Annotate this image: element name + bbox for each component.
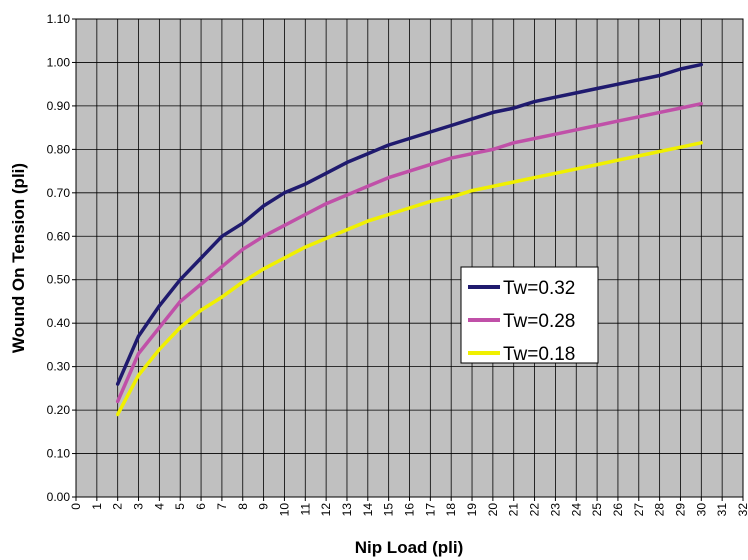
x-tick-label: 5 bbox=[173, 503, 187, 510]
x-tick-label: 29 bbox=[673, 503, 687, 517]
y-tick-label: 0.30 bbox=[47, 360, 71, 374]
x-tick-label: 26 bbox=[611, 503, 625, 517]
series-lines bbox=[115, 62, 704, 417]
y-tick-label: 0.60 bbox=[47, 229, 71, 243]
x-tick-label: 21 bbox=[507, 503, 521, 517]
x-tick-label: 6 bbox=[194, 503, 208, 510]
x-tick-label: 25 bbox=[590, 503, 604, 517]
y-tick-label: 0.90 bbox=[47, 99, 71, 113]
x-tick-label: 8 bbox=[236, 503, 250, 510]
x-tick-label: 31 bbox=[715, 503, 729, 517]
y-axis-ticks: 0.00 0.10 0.20 0.30 0.40 0.50 0.60 0.70 0.80 0.90… bbox=[47, 12, 76, 504]
legend-box bbox=[460, 266, 599, 364]
x-tick-label: 32 bbox=[736, 503, 748, 517]
y-tick-label: 0.50 bbox=[47, 273, 71, 287]
x-tick-label: 12 bbox=[319, 503, 333, 517]
x-tick-label: 1 bbox=[90, 503, 104, 510]
y-tick-label: 0.20 bbox=[47, 403, 71, 417]
series-line-3 bbox=[115, 141, 704, 417]
x-tick-label: 10 bbox=[277, 503, 291, 517]
x-tick-label: 22 bbox=[528, 503, 542, 517]
series-line-2 bbox=[115, 101, 704, 404]
x-tick-label: 3 bbox=[132, 503, 146, 510]
y-tick-label: 0.80 bbox=[47, 142, 71, 156]
x-tick-label: 15 bbox=[382, 503, 396, 517]
y-tick-label: 0.70 bbox=[47, 186, 71, 200]
series-line-1 bbox=[115, 62, 704, 386]
legend: Tw=0.32 Tw=0.28 Tw=0.18 bbox=[460, 266, 599, 365]
x-tick-label: 23 bbox=[548, 503, 562, 517]
y-axis-title: Wound On Tension (pli) bbox=[9, 163, 28, 353]
x-tick-label: 4 bbox=[152, 503, 166, 510]
x-tick-label: 9 bbox=[257, 503, 271, 510]
x-tick-label: 20 bbox=[486, 503, 500, 517]
x-tick-label: 0 bbox=[69, 503, 83, 510]
x-tick-label: 19 bbox=[465, 503, 479, 517]
x-tick-label: 24 bbox=[569, 503, 583, 517]
x-tick-label: 7 bbox=[215, 503, 229, 510]
x-tick-label: 30 bbox=[694, 503, 708, 517]
x-tick-label: 11 bbox=[298, 503, 312, 516]
legend-label: Tw=0.18 bbox=[503, 344, 575, 365]
x-tick-label: 17 bbox=[423, 503, 437, 517]
y-tick-label: 1.00 bbox=[47, 55, 71, 69]
x-axis-ticks: 0 1 2 3 4 5 6 7 8 9 10 11 12 13 14 15 16 17 18 19 20 21 22 23 24… bbox=[69, 497, 748, 516]
x-tick-label: 13 bbox=[340, 503, 354, 517]
x-tick-label: 18 bbox=[444, 503, 458, 517]
x-tick-label: 28 bbox=[653, 503, 667, 517]
y-tick-label: 0.10 bbox=[47, 447, 71, 461]
legend-label: Tw=0.28 bbox=[503, 311, 575, 332]
x-tick-label: 16 bbox=[403, 503, 417, 517]
x-tick-label: 27 bbox=[632, 503, 646, 517]
y-tick-label: 0.40 bbox=[47, 316, 71, 330]
x-tick-label: 2 bbox=[111, 503, 125, 510]
x-tick-label: 14 bbox=[361, 503, 375, 517]
y-tick-label: 1.10 bbox=[47, 12, 71, 26]
legend-label: Tw=0.32 bbox=[503, 278, 575, 299]
x-axis-title: Nip Load (pli) bbox=[355, 538, 464, 557]
y-tick-label: 0.00 bbox=[47, 490, 71, 504]
